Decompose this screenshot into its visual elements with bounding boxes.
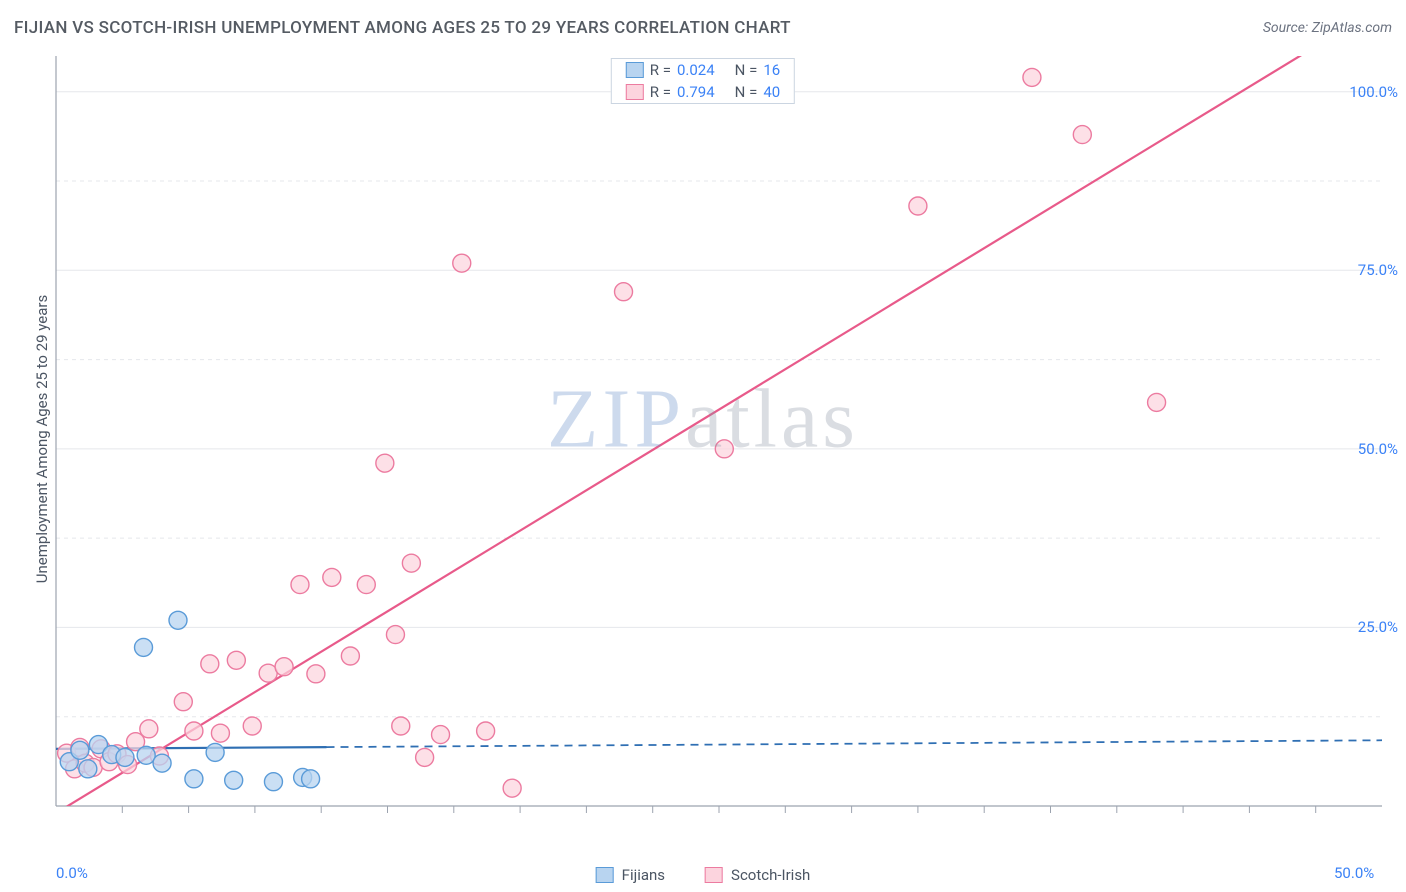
x-tick-label: 50.0% xyxy=(1334,864,1374,882)
y-tick-label: 75.0% xyxy=(1358,261,1398,279)
y-tick-label: 100.0% xyxy=(1349,83,1398,101)
n-value: 40 xyxy=(763,83,780,101)
y-axis-label: Unemployment Among Ages 25 to 29 years xyxy=(33,279,51,599)
n-value: 16 xyxy=(763,61,780,79)
series-legend-item: Fijians xyxy=(596,866,665,884)
series-legend-item: Scotch-Irish xyxy=(705,866,810,884)
legend-swatch xyxy=(626,62,644,78)
correlation-legend-row: R = 0.794 N = 40 xyxy=(612,81,794,103)
correlation-legend-row: R = 0.024 N = 16 xyxy=(612,59,794,81)
series-legend: Fijians Scotch-Irish xyxy=(596,866,811,884)
r-label: R = xyxy=(650,83,671,101)
y-tick-label: 25.0% xyxy=(1358,618,1398,636)
scatter-chart-svg xyxy=(54,54,1384,832)
series-legend-label: Fijians xyxy=(622,866,665,884)
y-tick-label: 50.0% xyxy=(1358,440,1398,458)
plot-area xyxy=(54,54,1384,832)
correlation-legend: R = 0.024 N = 16 R = 0.794 N = 40 xyxy=(611,58,795,104)
r-label: R = xyxy=(650,61,671,79)
header: FIJIAN VS SCOTCH-IRISH UNEMPLOYMENT AMON… xyxy=(14,18,1392,38)
legend-swatch xyxy=(626,84,644,100)
r-value: 0.794 xyxy=(677,83,715,101)
x-tick-label: 0.0% xyxy=(56,864,88,882)
n-label: N = xyxy=(735,83,758,101)
legend-swatch xyxy=(596,867,614,883)
chart-title: FIJIAN VS SCOTCH-IRISH UNEMPLOYMENT AMON… xyxy=(14,18,791,38)
n-label: N = xyxy=(735,61,758,79)
legend-swatch xyxy=(705,867,723,883)
series-legend-label: Scotch-Irish xyxy=(731,866,810,884)
r-value: 0.024 xyxy=(677,61,715,79)
source-attribution: Source: ZipAtlas.com xyxy=(1263,20,1392,36)
